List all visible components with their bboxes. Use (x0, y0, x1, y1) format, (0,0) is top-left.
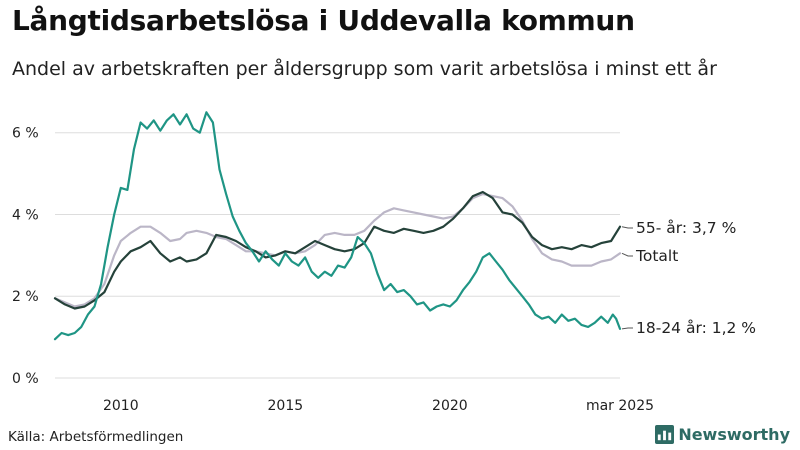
y-tick-label: 6 % (12, 126, 39, 142)
y-tick-label: 2 % (12, 289, 39, 305)
chart-title: Långtidsarbetslösa i Uddevalla kommun (12, 4, 635, 37)
series-line-older (53, 190, 622, 310)
brand-logo: Newsworthy (655, 425, 790, 444)
x-tick-label: 2010 (103, 398, 139, 414)
end-label-leader (621, 327, 633, 330)
brand-name: Newsworthy (678, 425, 790, 444)
newsworthy-logo-icon (655, 425, 675, 444)
series-end-label: 55- år: 3,7 % (636, 219, 736, 237)
series-line-youth (53, 111, 622, 341)
y-tick-label: 4 % (12, 207, 39, 223)
series-lines (53, 111, 622, 341)
end-label-leader (621, 252, 633, 257)
chart-labels: 0 % 2 % 4 % 6 % 2010 2015 2020 mar 2025 Totalt 55… (12, 126, 756, 414)
x-tick-label: 2020 (432, 398, 468, 414)
series-end-label: Totalt (635, 247, 678, 265)
y-tick-label: 0 % (12, 371, 39, 387)
chart-subtitle: Andel av arbetskraften per åldersgrupp s… (12, 58, 717, 80)
end-label-leader (621, 226, 633, 229)
line-chart: 0 % 2 % 4 % 6 % 2010 2015 2020 mar 2025 Totalt 55… (12, 111, 756, 414)
series-end-label: 18-24 år: 1,2 % (636, 319, 756, 337)
x-tick-label: 2015 (268, 398, 304, 414)
x-tick-label: mar 2025 (586, 398, 654, 414)
source-note: Källa: Arbetsförmedlingen (8, 429, 184, 445)
grid-lines (55, 132, 620, 379)
